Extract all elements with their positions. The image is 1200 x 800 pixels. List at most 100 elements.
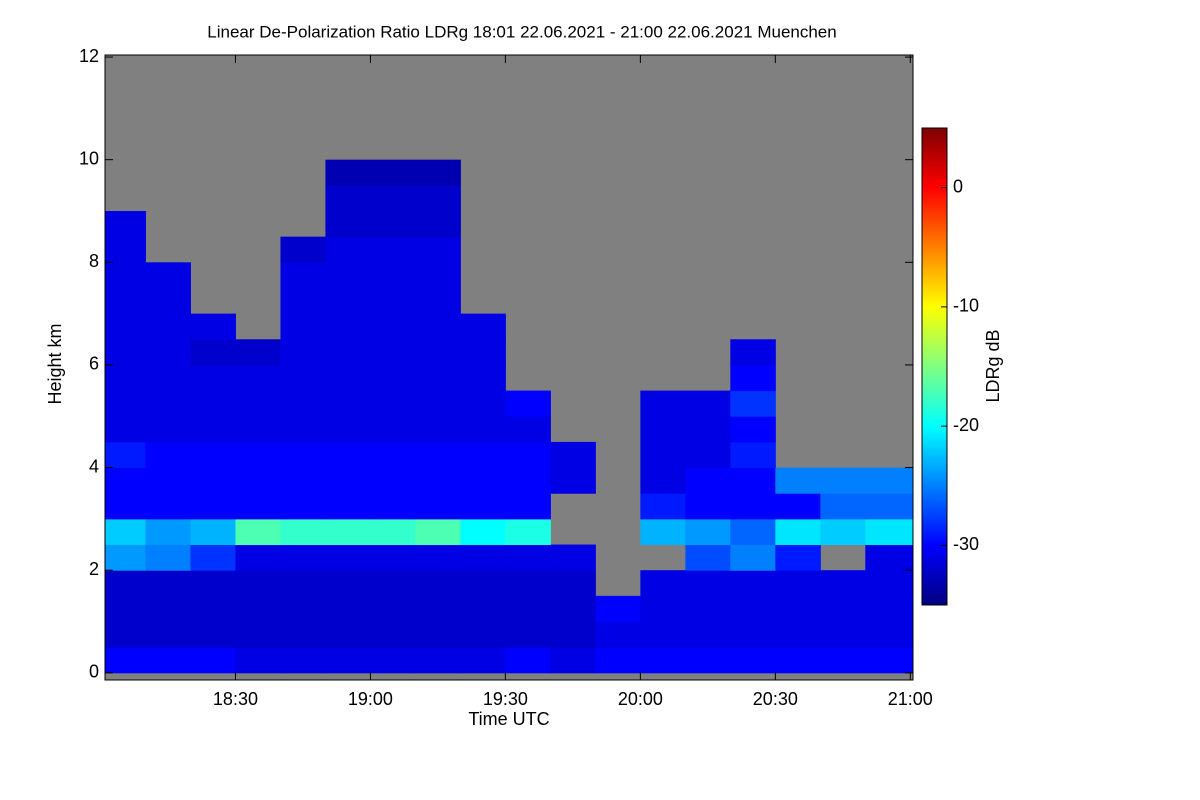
- heatmap-cell: [145, 416, 191, 443]
- heatmap-cell: [730, 364, 776, 392]
- heatmap-cell: [595, 647, 641, 674]
- heatmap-cell: [370, 364, 416, 392]
- heatmap-cell: [460, 313, 506, 340]
- heatmap-cell: [370, 518, 416, 546]
- heatmap-cell: [325, 441, 371, 469]
- x-tick-label: 20:00: [618, 689, 663, 709]
- heatmap-cell: [820, 493, 866, 520]
- colorbar-label: LDRg dB: [983, 329, 1003, 402]
- heatmap-cell: [505, 595, 551, 623]
- heatmap-cell: [280, 339, 326, 366]
- heatmap-cell: [105, 236, 146, 263]
- heatmap-cell: [370, 416, 416, 443]
- heatmap-cell: [640, 647, 686, 674]
- heatmap-cell: [105, 544, 146, 571]
- heatmap-cell: [325, 364, 371, 392]
- heatmap-cell: [370, 493, 416, 520]
- heatmap-cell: [550, 595, 596, 623]
- heatmap-cell: [145, 467, 191, 494]
- heatmap-cell: [415, 493, 461, 520]
- heatmap-cell: [640, 390, 686, 417]
- heatmap-cell: [235, 364, 281, 392]
- heatmap-cell: [280, 236, 326, 263]
- heatmap-cell: [145, 287, 191, 315]
- heatmap-cell: [415, 518, 461, 546]
- heatmap-cell: [145, 441, 191, 469]
- heatmap-cell: [640, 493, 686, 520]
- heatmap-cell: [325, 262, 371, 289]
- heatmap-cell: [505, 621, 551, 648]
- heatmap-cell: [505, 544, 551, 571]
- y-tick-label: 6: [89, 354, 99, 374]
- heatmap-cell: [730, 518, 776, 546]
- heatmap-cell: [280, 364, 326, 392]
- heatmap-cell: [105, 441, 146, 469]
- heatmap-cell: [415, 467, 461, 494]
- heatmap-cell: [325, 210, 371, 238]
- heatmap-cell: [595, 621, 641, 648]
- heatmap-cell: [730, 595, 776, 623]
- heatmap-cell: [325, 570, 371, 597]
- heatmap-cell: [105, 621, 146, 648]
- heatmap-cell: [325, 236, 371, 263]
- heatmap-cell: [145, 313, 191, 340]
- heatmap-cell: [730, 647, 776, 674]
- heatmap-cell: [280, 647, 326, 674]
- heatmap-cell: [190, 416, 236, 443]
- heatmap-cell: [640, 416, 686, 443]
- heatmap-cell: [775, 647, 821, 674]
- heatmap-cell: [145, 364, 191, 392]
- heatmap-cell: [505, 441, 551, 469]
- heatmap-cell: [730, 416, 776, 443]
- heatmap-cell: [460, 493, 506, 520]
- heatmap-cell: [280, 467, 326, 494]
- heatmap-cell: [235, 647, 281, 674]
- heatmap-cell: [280, 416, 326, 443]
- heatmap-cell: [640, 467, 686, 494]
- heatmap-cell: [820, 647, 866, 674]
- plot-frame: [104, 54, 914, 681]
- colorbar: [921, 127, 948, 606]
- heatmap-cell: [145, 262, 191, 289]
- heatmap-cell: [370, 595, 416, 623]
- heatmap-cell: [190, 364, 236, 392]
- heatmap-cell: [280, 493, 326, 520]
- heatmap-cell: [105, 518, 146, 546]
- heatmap-cell: [865, 544, 913, 571]
- y-tick-label: 8: [89, 251, 99, 271]
- heatmap-cell: [865, 647, 913, 674]
- heatmap-cell: [235, 493, 281, 520]
- heatmap-cell: [105, 570, 146, 597]
- heatmap-cell: [370, 159, 416, 186]
- y-tick-label: 12: [79, 46, 99, 66]
- y-axis-label: Height km: [45, 323, 65, 404]
- heatmap-cell: [235, 621, 281, 648]
- heatmap-cell: [460, 518, 506, 546]
- x-tick-label: 19:00: [348, 689, 393, 709]
- heatmap-cell: [820, 595, 866, 623]
- heatmap-cell: [190, 467, 236, 494]
- heatmap-cell: [460, 364, 506, 392]
- heatmap-cell: [550, 570, 596, 597]
- heatmap-cell: [730, 570, 776, 597]
- heatmap-cell: [190, 647, 236, 674]
- heatmap-cell: [730, 493, 776, 520]
- heatmap-cell: [190, 441, 236, 469]
- heatmap-cell: [505, 493, 551, 520]
- heatmap-cell: [685, 647, 731, 674]
- heatmap-cell: [190, 595, 236, 623]
- heatmap-cell: [460, 570, 506, 597]
- heatmap-cell: [460, 339, 506, 366]
- heatmap-cell: [325, 544, 371, 571]
- x-tick-label: 18:30: [213, 689, 258, 709]
- heatmap-cell: [145, 621, 191, 648]
- heatmap-cell: [505, 416, 551, 443]
- heatmap-cell: [370, 647, 416, 674]
- heatmap-cell: [460, 544, 506, 571]
- colorbar-tick-label: -30: [953, 534, 979, 554]
- heatmap-cell: [280, 441, 326, 469]
- heatmap-cell: [105, 493, 146, 520]
- heatmap-cell: [415, 339, 461, 366]
- heatmap-cell: [370, 544, 416, 571]
